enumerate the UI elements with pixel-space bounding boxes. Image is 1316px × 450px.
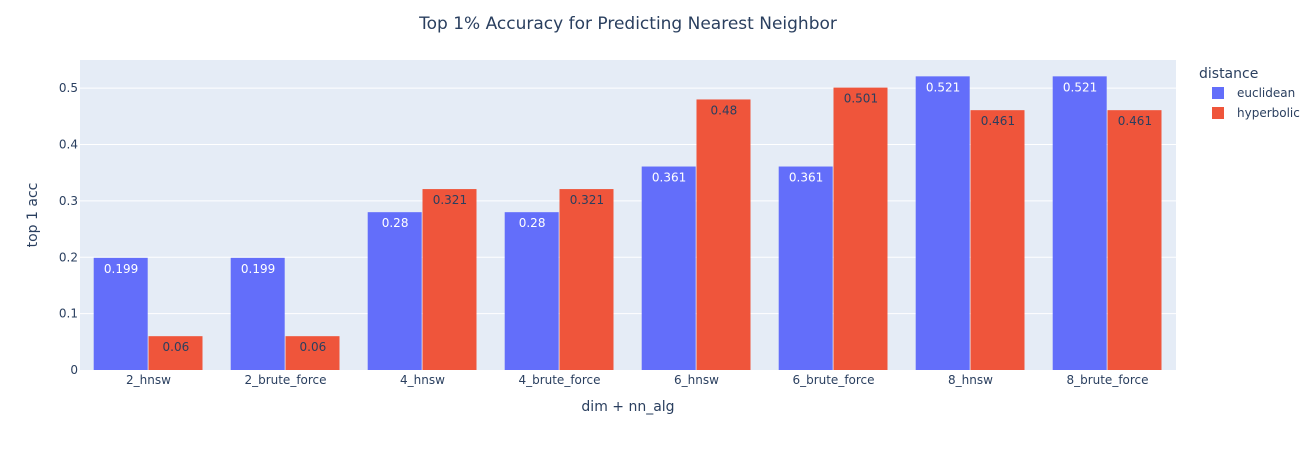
y-tick-label: 0.4 xyxy=(59,138,78,152)
legend-label-euclidean[interactable]: euclidean xyxy=(1237,86,1295,100)
y-axis-title: top 1 acc xyxy=(25,183,41,248)
data-label-hyperbolic: 0.06 xyxy=(163,340,190,354)
data-label-euclidean: 0.28 xyxy=(382,216,409,230)
bar-euclidean xyxy=(230,257,285,370)
x-axis-ticks: 2_hnsw 2_brute_force 4_hnsw 4_brute_force 6_… xyxy=(126,373,1149,387)
bar-hyperbolic xyxy=(559,189,614,370)
bar-hyperbolic xyxy=(422,189,477,370)
data-label-euclidean: 0.199 xyxy=(241,262,275,276)
data-label-euclidean: 0.361 xyxy=(789,171,823,185)
x-tick-label: 6_brute_force xyxy=(792,373,874,387)
data-label-hyperbolic: 0.501 xyxy=(844,92,878,106)
data-label-euclidean: 0.521 xyxy=(926,80,960,94)
legend-title: distance xyxy=(1199,66,1258,82)
x-tick-label: 8_hnsw xyxy=(948,373,993,387)
y-tick-label: 0.1 xyxy=(59,307,78,321)
bars xyxy=(93,76,1162,371)
bar-euclidean xyxy=(504,212,559,370)
bar-hyperbolic xyxy=(285,336,340,370)
data-label-euclidean: 0.199 xyxy=(104,262,138,276)
bar-euclidean xyxy=(1052,76,1107,370)
data-label-hyperbolic: 0.48 xyxy=(711,103,738,117)
data-label-euclidean: 0.28 xyxy=(519,216,546,230)
x-tick-label: 4_brute_force xyxy=(518,373,600,387)
data-label-hyperbolic: 0.06 xyxy=(300,340,327,354)
bar-labels: 0.199 0.06 0.199 0.06 0.28 0.321 0.28 0.321 0.36… xyxy=(104,80,1152,354)
y-axis-ticks: 0 0.1 0.2 0.3 0.4 0.5 xyxy=(59,81,78,377)
legend: distance euclidean hyperbolic xyxy=(1199,66,1300,120)
x-tick-label: 2_hnsw xyxy=(126,373,171,387)
data-label-hyperbolic: 0.321 xyxy=(570,193,604,207)
y-tick-label: 0.3 xyxy=(59,194,78,208)
bar-euclidean xyxy=(778,166,833,370)
x-tick-label: 2_brute_force xyxy=(244,373,326,387)
legend-swatch-euclidean[interactable] xyxy=(1212,87,1224,99)
x-tick-label: 6_hnsw xyxy=(674,373,719,387)
y-tick-label: 0.5 xyxy=(59,81,78,95)
bar-hyperbolic xyxy=(148,336,203,370)
legend-swatch-hyperbolic[interactable] xyxy=(1212,107,1224,119)
data-label-hyperbolic: 0.461 xyxy=(1118,114,1152,128)
y-tick-label: 0 xyxy=(70,363,78,377)
bar-hyperbolic xyxy=(970,110,1025,370)
chart-title: Top 1% Accuracy for Predicting Nearest N… xyxy=(418,14,837,34)
legend-label-hyperbolic[interactable]: hyperbolic xyxy=(1237,106,1300,120)
x-tick-label: 8_brute_force xyxy=(1066,373,1148,387)
bar-euclidean xyxy=(915,76,970,370)
data-label-hyperbolic: 0.321 xyxy=(433,193,467,207)
bar-hyperbolic xyxy=(696,99,751,371)
bar-euclidean xyxy=(641,166,696,370)
x-axis-title: dim + nn_alg xyxy=(581,399,674,415)
y-tick-label: 0.2 xyxy=(59,250,78,264)
data-label-euclidean: 0.521 xyxy=(1063,80,1097,94)
bar-hyperbolic xyxy=(833,87,888,371)
bar-hyperbolic xyxy=(1107,110,1162,370)
x-tick-label: 4_hnsw xyxy=(400,373,445,387)
bar-euclidean xyxy=(367,212,422,370)
data-label-hyperbolic: 0.461 xyxy=(981,114,1015,128)
data-label-euclidean: 0.361 xyxy=(652,171,686,185)
bar-euclidean xyxy=(93,257,148,370)
